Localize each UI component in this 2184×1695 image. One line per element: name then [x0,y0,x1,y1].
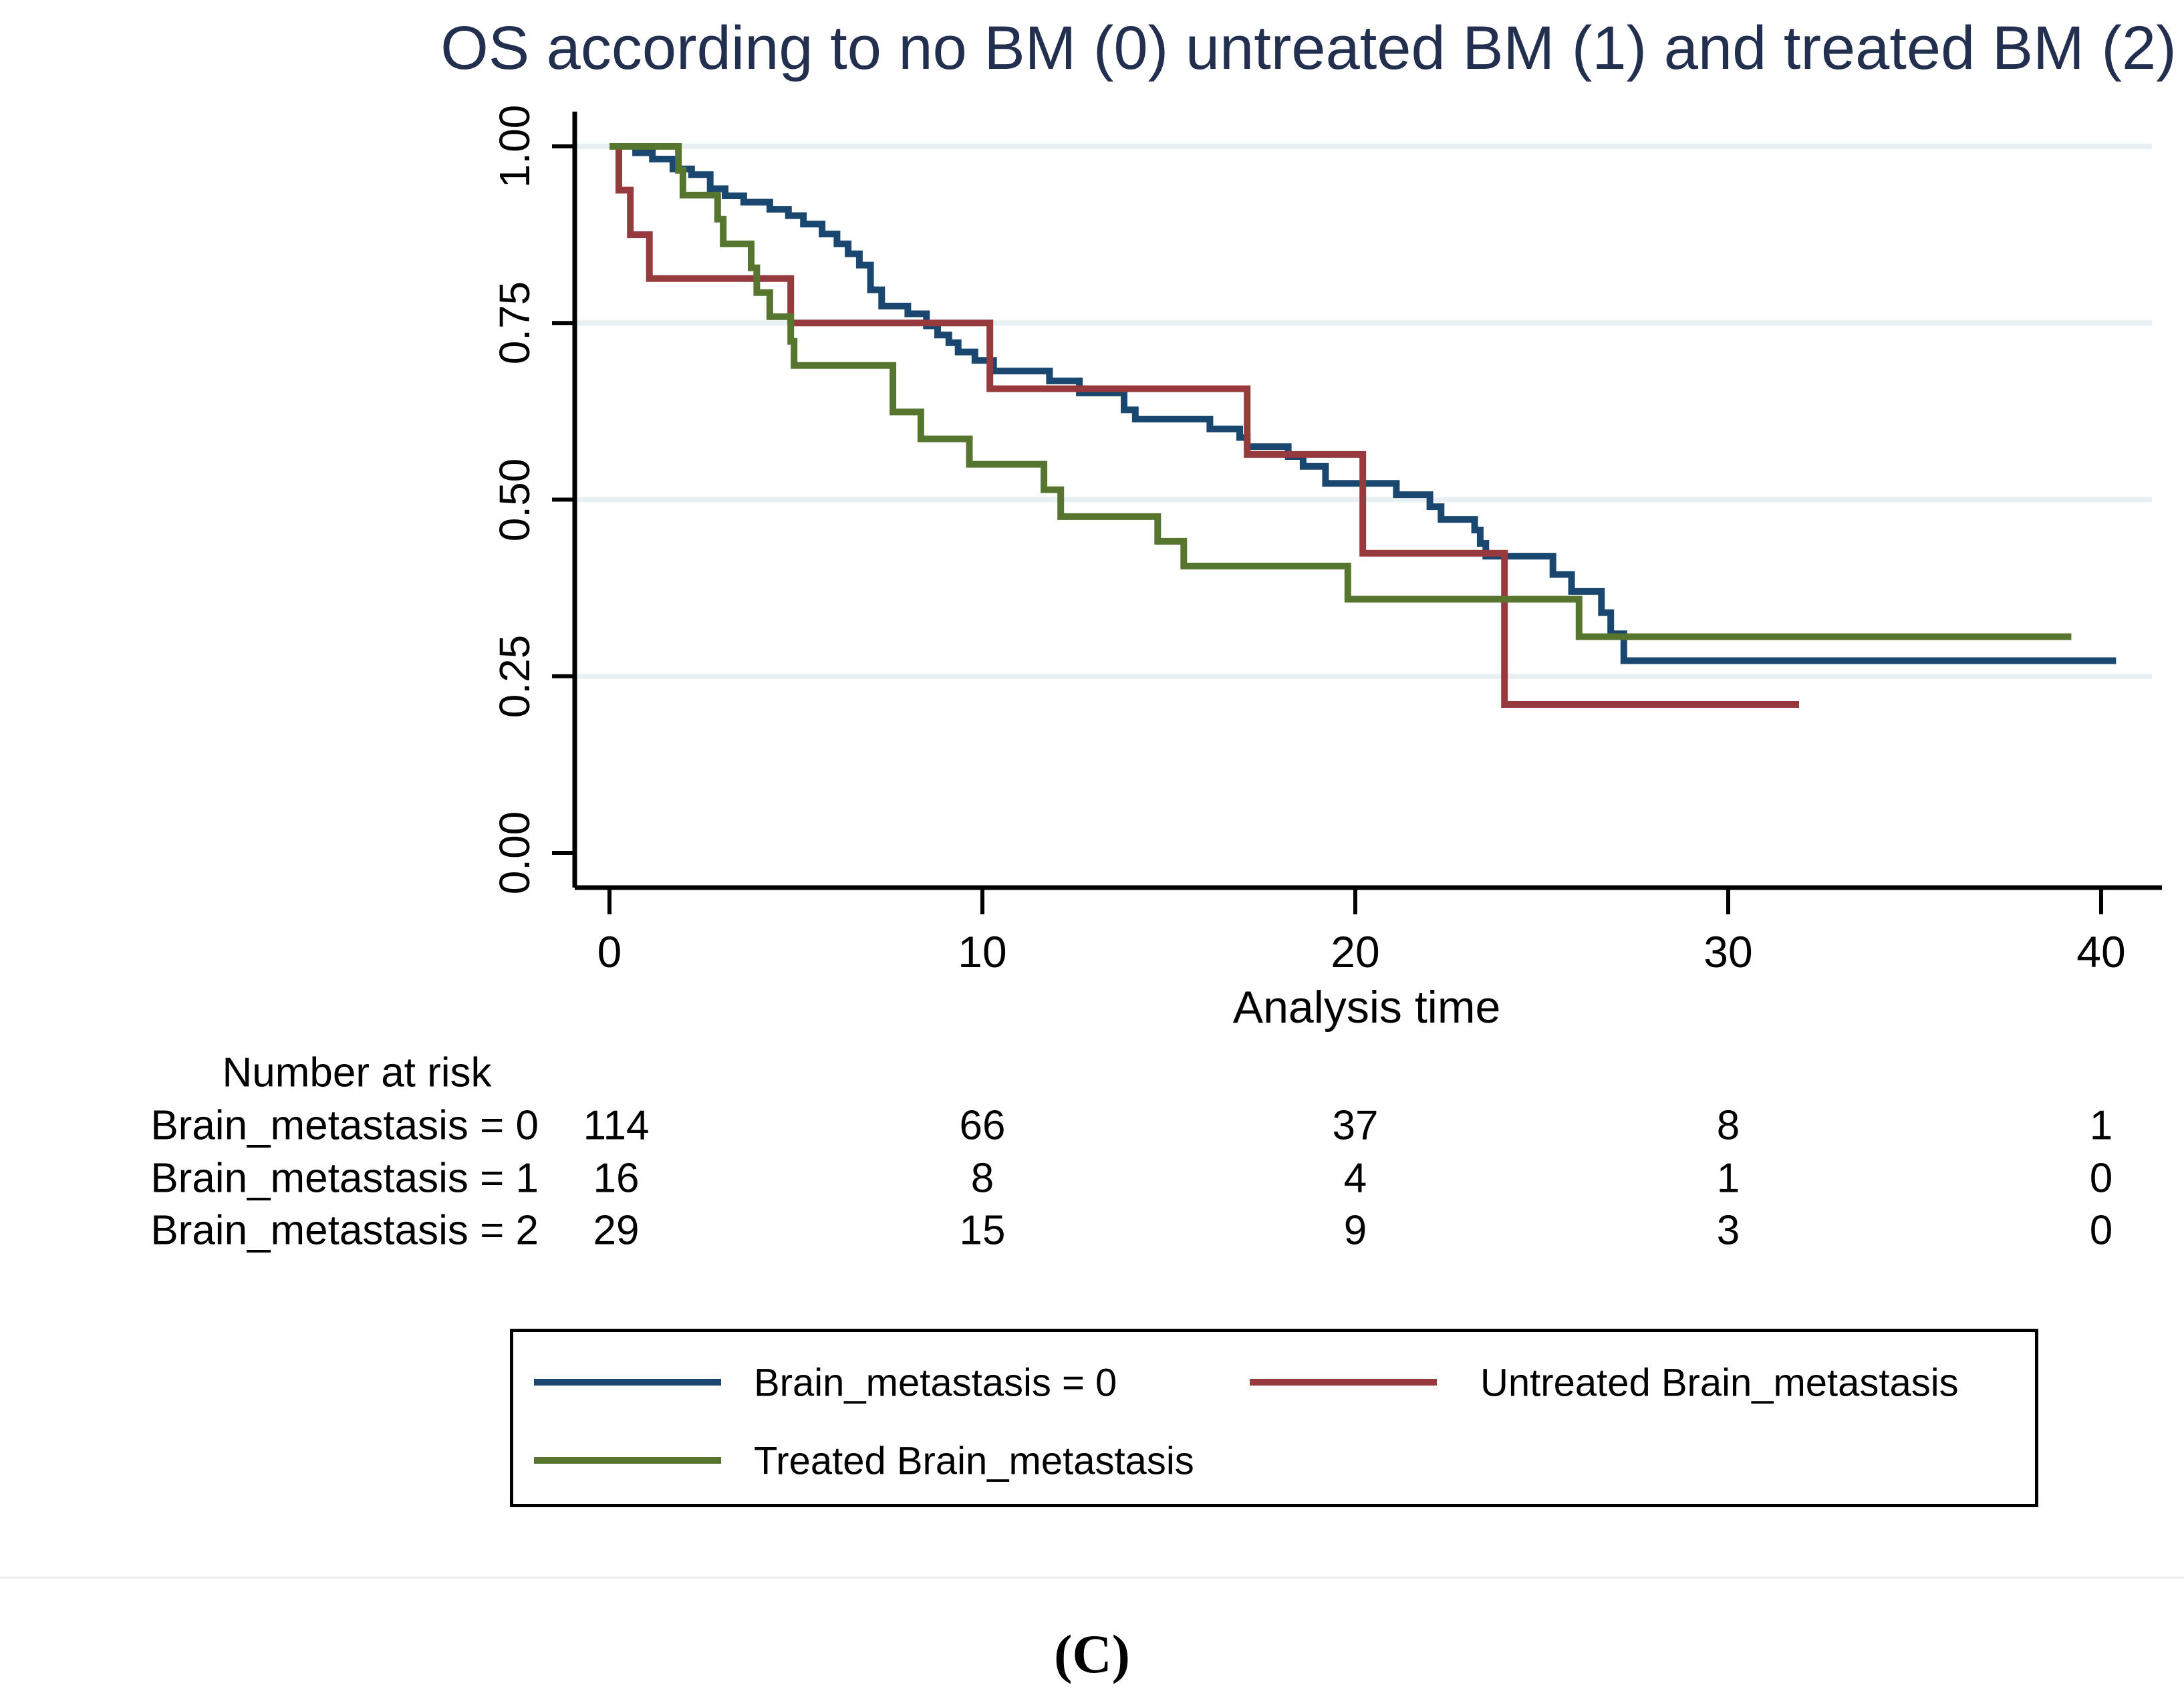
risk-count: 0 [2089,1207,2113,1254]
risk-count: 8 [1716,1102,1740,1149]
legend-swatch-treated [534,1457,721,1464]
risk-row-label-2: Brain_metastasis = 2 [150,1207,539,1254]
legend-swatch-brain-metastasis-0 [534,1379,721,1386]
risk-count: 114 [583,1102,650,1149]
y-tick-label-1-00: 1.00 [491,104,539,188]
x-tick-label-20: 20 [1331,927,1380,976]
x-axis-title: Analysis time [1232,982,1501,1033]
legend-label-untreated: Untreated Brain_metastasis [1480,1361,1959,1405]
x-tick-label-0: 0 [597,927,622,976]
legend-label-brain-metastasis-0: Brain_metastasis = 0 [754,1361,1117,1405]
chart-title: OS according to no BM (0) untreated BM (… [440,14,2177,82]
x-tick-label-40: 40 [2076,927,2126,976]
risk-count: 15 [959,1207,1006,1254]
risk-count: 29 [593,1207,640,1254]
km-curve-0-brain-metastasis-0 [609,143,2117,664]
y-tick-label-0-50: 0.50 [491,458,539,542]
km-curve-2-treated-brain-metastasis [609,143,2072,640]
risk-count: 1 [2089,1102,2113,1149]
panel-caption: (C) [1054,1623,1130,1684]
km-curve-1-untreated-brain-metastasis [609,143,1799,708]
x-tick-label-10: 10 [958,927,1007,976]
risk-count: 3 [1716,1207,1740,1254]
risk-count: 0 [2089,1155,2113,1202]
y-tick-label-0-25: 0.25 [491,634,539,719]
risk-row-label-1: Brain_metastasis = 1 [150,1155,539,1202]
risk-count: 16 [593,1155,640,1202]
page-divider-line [0,1577,2184,1579]
legend-box: Brain_metastasis = 0 Untreated Brain_met… [510,1329,2038,1507]
x-tick-label-30: 30 [1703,927,1753,976]
risk-count: 4 [1343,1155,1367,1202]
risk-table-header: Number at risk [222,1049,492,1096]
risk-count: 9 [1343,1207,1367,1254]
risk-count: 1 [1716,1155,1740,1202]
risk-count: 8 [970,1155,994,1202]
risk-count: 66 [959,1102,1006,1149]
risk-count: 37 [1332,1102,1379,1149]
legend-swatch-untreated [1250,1379,1437,1386]
y-tick-label-0-00: 0.00 [491,811,539,895]
risk-row-label-0: Brain_metastasis = 0 [150,1102,539,1149]
legend-label-treated: Treated Brain_metastasis [754,1439,1194,1483]
y-tick-label-0-75: 0.75 [491,281,539,365]
